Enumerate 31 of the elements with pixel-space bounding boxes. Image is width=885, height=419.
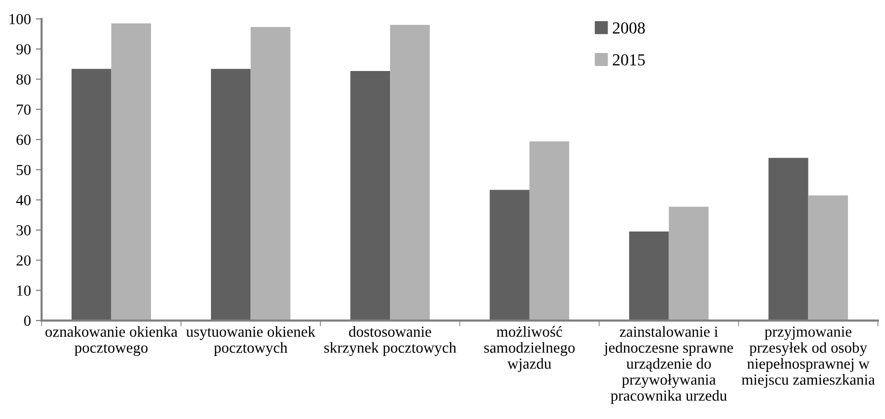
bar [250,27,290,321]
legend-label: 2008 [612,22,645,34]
y-tick-label: 20 [16,255,31,266]
legend-label: 2015 [612,54,645,66]
bar [668,206,709,321]
y-tick-label: 90 [16,44,31,54]
y-tick-label: 30 [16,225,31,236]
x-tick-label: możliwość samodzielnego wjazdu [484,326,575,372]
bar [210,68,251,321]
y-tick-label: 40 [16,195,31,206]
x-tick-label: zainstalowanie i jednoczesne sprawne urządzenie do przywoływania pracownika urzedu [604,326,733,404]
x-tick-label: oznakowanie okienka pocztowego [45,326,178,356]
bar [72,68,112,321]
x-tick-label: przyjmowanie przesyłek od osoby niepełnosprawnej w miejscu zamieszkania [742,326,875,388]
y-tick-label: 60 [16,134,31,145]
bar [808,195,848,321]
y-tick-label: 10 [17,286,31,296]
bar [390,24,430,321]
bar [768,158,808,321]
y-tick-label: 70 [16,104,31,115]
bar [350,71,390,321]
bar [111,23,152,321]
y-tick-label: 80 [16,74,31,85]
x-tick-label: dostosowanie skrzynek pocztowych [324,326,456,356]
y-tick-label: 100 [10,14,31,24]
y-tick-label: 0 [24,316,31,326]
bar [629,232,669,321]
bar [490,190,530,321]
bar [529,141,570,321]
y-tick-label: 50 [16,164,31,176]
x-tick-label: usytuowanie okienek pocztowych [186,326,316,356]
